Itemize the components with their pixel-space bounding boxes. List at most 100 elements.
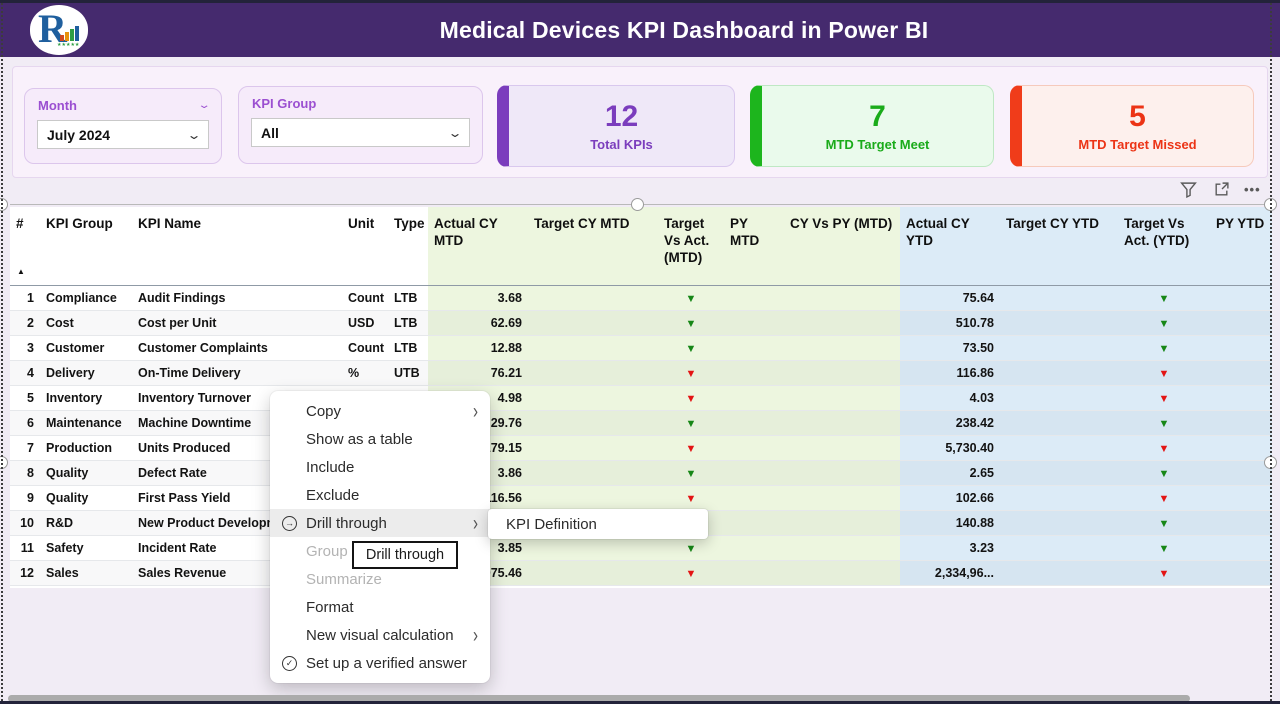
cell-py_ytd[interactable] — [1210, 435, 1272, 461]
column-header-py_mtd[interactable]: PY MTD — [724, 207, 784, 286]
cell-actual_ytd[interactable]: 140.88 — [900, 510, 1000, 536]
cell-group[interactable]: Inventory — [40, 385, 132, 411]
cell-name[interactable]: On-Time Delivery — [132, 360, 342, 386]
cell-target_mtd[interactable] — [528, 310, 658, 336]
cell-group[interactable]: Production — [40, 435, 132, 461]
cell-target_mtd[interactable] — [528, 410, 658, 436]
cell-num[interactable]: 9 — [10, 485, 40, 511]
cell-type[interactable]: LTB — [388, 285, 428, 311]
cell-tva_mtd[interactable]: ▼ — [658, 360, 724, 386]
cell-target_mtd[interactable] — [528, 535, 658, 561]
cell-py_ytd[interactable] — [1210, 560, 1272, 586]
cell-py_ytd[interactable] — [1210, 335, 1272, 361]
cell-tva_ytd[interactable]: ▼ — [1118, 360, 1210, 386]
cell-tva_mtd[interactable]: ▼ — [658, 335, 724, 361]
cell-actual_ytd[interactable]: 102.66 — [900, 485, 1000, 511]
cell-py_mtd[interactable] — [724, 310, 784, 336]
resize-handle-left-middle[interactable] — [0, 456, 8, 469]
cell-num[interactable]: 6 — [10, 410, 40, 436]
cell-target_ytd[interactable] — [1000, 485, 1118, 511]
cell-target_ytd[interactable] — [1000, 560, 1118, 586]
column-header-type[interactable]: Type — [388, 207, 428, 286]
cell-cy_vs_py_mtd[interactable] — [784, 435, 900, 461]
cell-tva_mtd[interactable]: ▼ — [658, 385, 724, 411]
column-header-name[interactable]: KPI Name — [132, 207, 342, 286]
cell-unit[interactable]: USD — [342, 310, 388, 336]
cell-type[interactable]: UTB — [388, 360, 428, 386]
cell-target_ytd[interactable] — [1000, 385, 1118, 411]
cell-actual_ytd[interactable]: 2.65 — [900, 460, 1000, 486]
cell-cy_vs_py_mtd[interactable] — [784, 335, 900, 361]
cell-actual_mtd[interactable]: 3.68 — [428, 285, 528, 311]
cell-tva_ytd[interactable]: ▼ — [1118, 510, 1210, 536]
column-header-num[interactable]: # ▲ — [10, 207, 40, 286]
cell-cy_vs_py_mtd[interactable] — [784, 560, 900, 586]
cell-group[interactable]: Cost — [40, 310, 132, 336]
cell-tva_ytd[interactable]: ▼ — [1118, 460, 1210, 486]
cell-group[interactable]: Quality — [40, 485, 132, 511]
menu-item-copy[interactable]: Copy › — [270, 397, 490, 425]
cell-target_mtd[interactable] — [528, 285, 658, 311]
cell-actual_mtd[interactable]: 76.21 — [428, 360, 528, 386]
menu-item-format[interactable]: Format — [270, 593, 490, 621]
cell-cy_vs_py_mtd[interactable] — [784, 385, 900, 411]
cell-tva_ytd[interactable]: ▼ — [1118, 435, 1210, 461]
cell-group[interactable]: Customer — [40, 335, 132, 361]
cell-py_mtd[interactable] — [724, 335, 784, 361]
cell-tva_ytd[interactable]: ▼ — [1118, 310, 1210, 336]
cell-num[interactable]: 5 — [10, 385, 40, 411]
cell-num[interactable]: 7 — [10, 435, 40, 461]
cell-tva_mtd[interactable]: ▼ — [658, 435, 724, 461]
cell-py_mtd[interactable] — [724, 410, 784, 436]
kpi-group-dropdown[interactable]: All ⌄ — [251, 118, 470, 147]
cell-target_ytd[interactable] — [1000, 435, 1118, 461]
cell-py_mtd[interactable] — [724, 560, 784, 586]
cell-num[interactable]: 3 — [10, 335, 40, 361]
cell-unit[interactable]: Count — [342, 285, 388, 311]
cell-py_mtd[interactable] — [724, 510, 784, 536]
cell-actual_ytd[interactable]: 73.50 — [900, 335, 1000, 361]
cell-type[interactable]: LTB — [388, 335, 428, 361]
menu-item-set-up-a-verified-answer[interactable]: ✓ Set up a verified answer — [270, 649, 490, 677]
cell-py_ytd[interactable] — [1210, 410, 1272, 436]
cell-target_mtd[interactable] — [528, 435, 658, 461]
cell-py_mtd[interactable] — [724, 385, 784, 411]
cell-py_mtd[interactable] — [724, 435, 784, 461]
cell-tva_mtd[interactable]: ▼ — [658, 410, 724, 436]
cell-type[interactable]: LTB — [388, 310, 428, 336]
column-header-py_ytd[interactable]: PY YTD — [1210, 207, 1272, 286]
cell-actual_ytd[interactable]: 75.64 — [900, 285, 1000, 311]
cell-num[interactable]: 12 — [10, 560, 40, 586]
cell-unit[interactable]: % — [342, 360, 388, 386]
cell-actual_mtd[interactable]: 62.69 — [428, 310, 528, 336]
cell-target_ytd[interactable] — [1000, 460, 1118, 486]
resize-handle-top-center[interactable] — [631, 198, 644, 211]
column-header-actual_ytd[interactable]: Actual CY YTD — [900, 207, 1000, 286]
column-header-target_mtd[interactable]: Target CY MTD — [528, 207, 658, 286]
cell-target_ytd[interactable] — [1000, 535, 1118, 561]
cell-target_mtd[interactable] — [528, 460, 658, 486]
cell-py_ytd[interactable] — [1210, 360, 1272, 386]
cell-group[interactable]: Maintenance — [40, 410, 132, 436]
cell-py_ytd[interactable] — [1210, 510, 1272, 536]
column-header-cy_vs_py_mtd[interactable]: CY Vs PY (MTD) — [784, 207, 900, 286]
menu-item-include[interactable]: Include — [270, 453, 490, 481]
cell-tva_ytd[interactable]: ▼ — [1118, 410, 1210, 436]
cell-target_ytd[interactable] — [1000, 410, 1118, 436]
cell-actual_ytd[interactable]: 4.03 — [900, 385, 1000, 411]
cell-group[interactable]: Quality — [40, 460, 132, 486]
cell-cy_vs_py_mtd[interactable] — [784, 510, 900, 536]
cell-py_mtd[interactable] — [724, 360, 784, 386]
column-header-group[interactable]: KPI Group — [40, 207, 132, 286]
cell-tva_mtd[interactable]: ▼ — [658, 285, 724, 311]
cell-py_mtd[interactable] — [724, 285, 784, 311]
chevron-down-icon[interactable]: ⌄ — [197, 100, 211, 111]
cell-cy_vs_py_mtd[interactable] — [784, 460, 900, 486]
cell-actual_ytd[interactable]: 2,334,96... — [900, 560, 1000, 586]
cell-unit[interactable]: Count — [342, 335, 388, 361]
cell-actual_ytd[interactable]: 5,730.40 — [900, 435, 1000, 461]
filter-icon[interactable] — [1178, 179, 1198, 199]
cell-tva_ytd[interactable]: ▼ — [1118, 335, 1210, 361]
cell-num[interactable]: 1 — [10, 285, 40, 311]
column-header-target_ytd[interactable]: Target CY YTD — [1000, 207, 1118, 286]
